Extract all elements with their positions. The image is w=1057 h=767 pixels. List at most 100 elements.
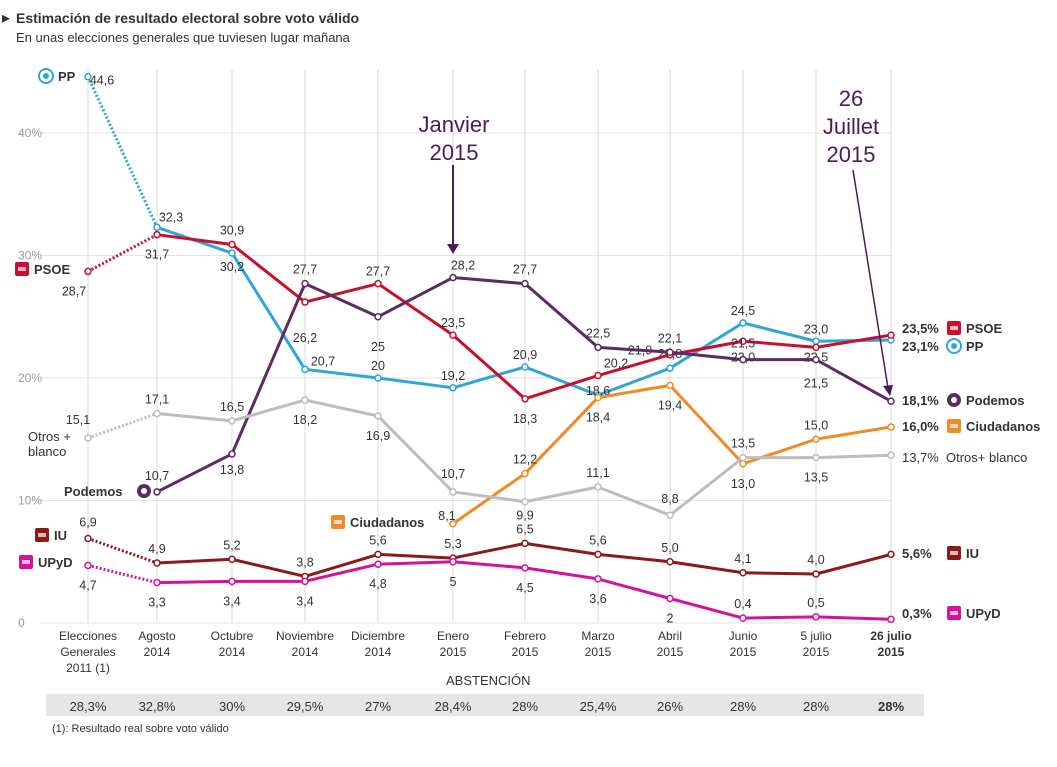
annotation-text: Janvier: [419, 112, 490, 137]
data-point: [228, 249, 236, 257]
data-label: 20: [371, 359, 385, 373]
data-label: 5: [450, 575, 457, 589]
data-label: 4,0: [807, 553, 824, 567]
pp-logo-icon: [38, 68, 54, 84]
abstention-value: 28%: [803, 699, 829, 714]
data-label: 8,1: [438, 509, 455, 523]
start-label-pp: PP: [38, 68, 76, 84]
data-point: [153, 230, 161, 239]
data-point: [449, 331, 457, 339]
data-point: [521, 279, 529, 288]
data-point: [739, 453, 747, 462]
x-tick-label: 2014: [365, 645, 392, 659]
series-podemos: 10,7 13,8 27,7 25 28,2 27,7 22,5 22,1 21,5 21,5 18…: [145, 259, 1025, 496]
annotation-arrow: [852, 169, 889, 389]
series-line-dotted: [86, 76, 159, 228]
abstention-title: ABSTENCIÓN: [446, 673, 531, 688]
x-tick-label: 2015: [657, 645, 684, 659]
data-point: [301, 279, 309, 288]
series-pp: 44,632,330,220,72019,220,918,620,824,523…: [84, 72, 984, 399]
end-series-name: Ciudadanos: [966, 419, 1040, 434]
data-point: [812, 435, 820, 443]
x-tick-label: Agosto: [138, 629, 176, 643]
abstention-value: 28%: [512, 699, 538, 714]
psoe-logo-icon: [15, 262, 29, 276]
data-label: 13,5: [731, 437, 755, 451]
data-label: 26,2: [293, 331, 317, 345]
arrowhead-icon: [883, 385, 893, 396]
logo-mark: [334, 520, 342, 524]
data-point: [301, 577, 309, 586]
podemos-logo-icon: [947, 393, 961, 407]
start-series-name: IU: [54, 528, 67, 543]
y-tick-label: 30%: [18, 249, 42, 263]
data-label: 15,1: [66, 413, 90, 427]
data-point: [153, 409, 161, 418]
data-point: [84, 72, 92, 81]
data-label: 18,6: [586, 384, 610, 398]
logo-mark: [950, 611, 958, 615]
x-tick-label: Noviembre: [276, 629, 334, 643]
x-tick-label: Elecciones: [59, 629, 117, 643]
end-value-label: 0,3%: [902, 606, 932, 621]
abstention-value: 29,5%: [287, 699, 324, 714]
series-upyd: 4,7 3,3 3,4 3,4 4,8 5 4,5 3,6 2 0,4 0,5 0,3% UPyD: [79, 558, 1001, 626]
data-label: 27,7: [293, 263, 317, 277]
data-point: [812, 355, 820, 364]
abstention-value: 30%: [219, 699, 245, 714]
abstention-band: [46, 694, 924, 716]
data-point: [228, 417, 236, 425]
data-point: [301, 365, 309, 374]
end-value-label: 13,7%: [902, 450, 939, 465]
data-label: 9,9: [516, 509, 533, 523]
data-point: [887, 397, 895, 406]
podemos-logo-icon: [137, 484, 151, 498]
abstention-value: 28,4%: [435, 699, 472, 714]
grid: 0 10% 20% 30% 40% Elecciones Generales 2011 (1)…: [18, 70, 912, 675]
data-point: [84, 434, 92, 442]
data-point: [153, 559, 161, 567]
data-label: 15,0: [804, 418, 828, 432]
data-point: [374, 560, 382, 568]
start-series-name: PP: [58, 69, 76, 84]
data-label: 10,7: [145, 469, 169, 483]
abstention-value: 32,8%: [139, 699, 176, 714]
data-label: 13,5: [804, 471, 828, 485]
data-label: 23,0: [804, 322, 828, 336]
data-point: [739, 355, 747, 364]
data-label: 3,4: [223, 594, 240, 608]
series-line-dotted: [87, 563, 158, 585]
data-point: [374, 550, 382, 559]
data-label: 3,8: [296, 555, 313, 569]
data-point: [521, 395, 529, 403]
end-value-label: 23,1%: [902, 339, 939, 354]
start-label-psoe: PSOE: [15, 262, 70, 277]
data-label: 5,6: [589, 533, 606, 547]
data-label: 4,9: [148, 542, 165, 556]
pp-dot: [951, 343, 957, 349]
data-point: [449, 520, 457, 528]
data-label: 18,3: [513, 412, 537, 426]
logo-mark: [950, 326, 958, 330]
data-point: [666, 381, 674, 390]
data-label: 3,3: [148, 596, 165, 610]
data-point: [887, 615, 895, 624]
data-point: [449, 488, 457, 496]
data-label: 16,5: [220, 400, 244, 414]
data-label: 3,4: [296, 594, 313, 608]
annotation-text: 26: [839, 86, 863, 111]
data-point: [153, 488, 161, 496]
data-label: 21,5: [731, 337, 755, 351]
data-label: 5,0: [661, 541, 678, 555]
start-series-name: Otros +: [28, 429, 71, 444]
start-series-name: Ciudadanos: [350, 515, 424, 530]
data-point: [594, 393, 602, 402]
arrowhead-icon: [447, 244, 459, 254]
data-label: 17,1: [145, 393, 169, 407]
annotation-text: 2015: [827, 142, 876, 167]
start-label-iu: IU: [35, 528, 67, 543]
data-point: [887, 423, 895, 431]
data-label: 13,0: [731, 477, 755, 491]
data-point: [739, 460, 747, 468]
start-series-name: Podemos: [64, 484, 123, 499]
